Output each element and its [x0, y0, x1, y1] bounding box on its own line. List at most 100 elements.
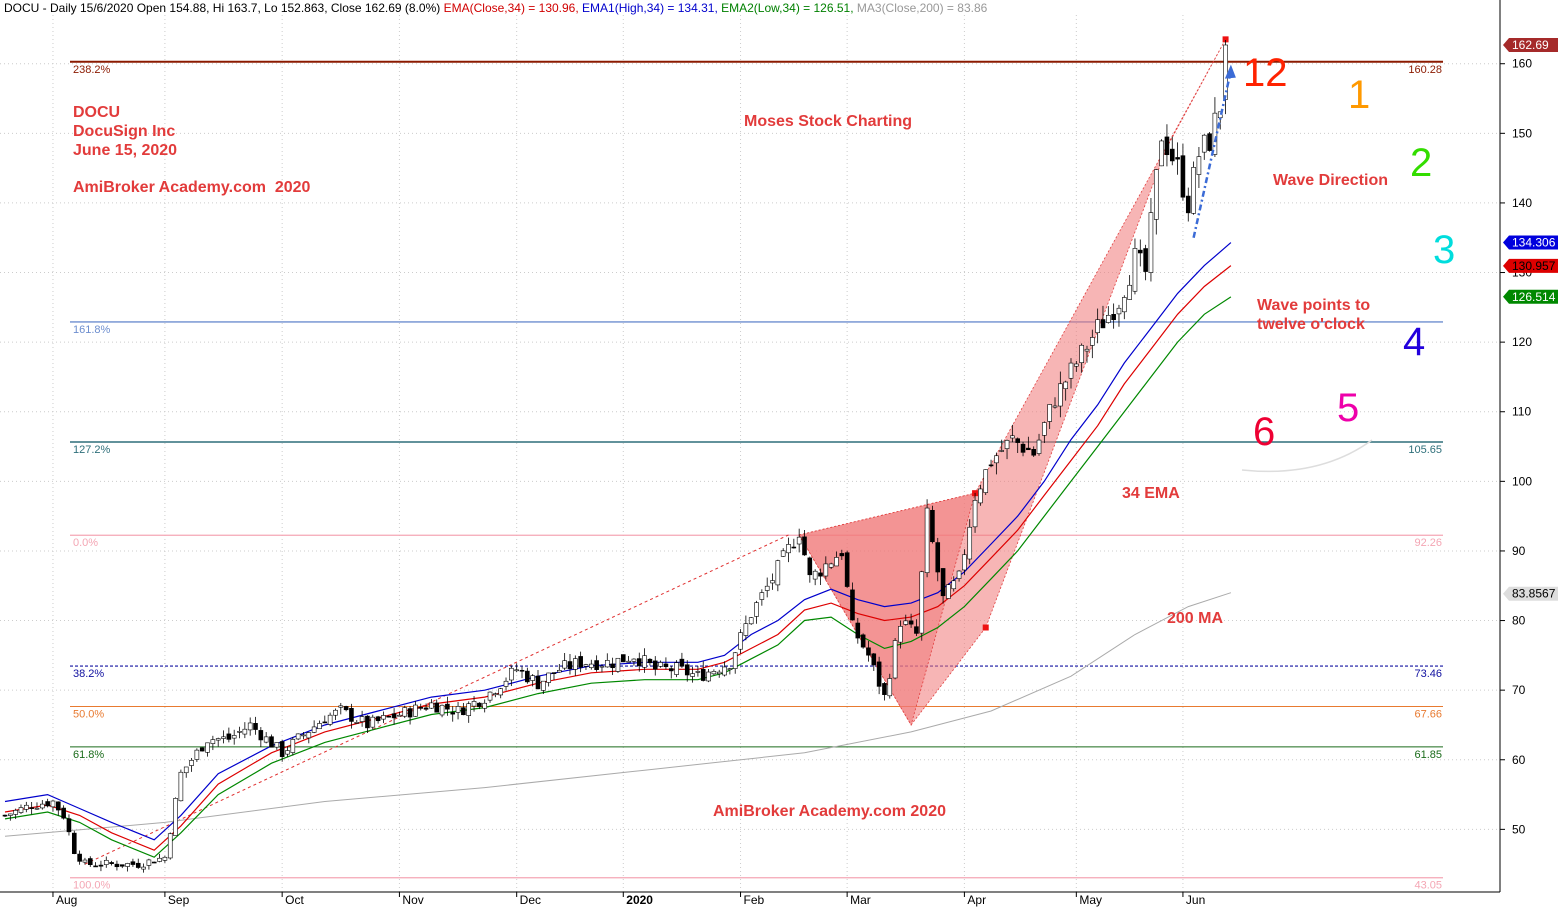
- candle-body: [434, 702, 440, 713]
- candle-body: [498, 688, 503, 696]
- candle-body: [914, 626, 919, 634]
- y-tick-label: 60: [1512, 753, 1526, 767]
- y-tick-label: 70: [1512, 683, 1526, 697]
- candle-body: [109, 862, 114, 864]
- candle-body: [620, 654, 626, 663]
- candle-body: [77, 853, 82, 862]
- candle-body: [1042, 422, 1047, 436]
- candle-body: [503, 680, 509, 687]
- candle-body: [343, 706, 349, 711]
- candle-body: [951, 580, 957, 590]
- ema-close-line: [4, 265, 1232, 851]
- candle-body: [386, 715, 392, 718]
- chart-header: DOCU - Daily 15/6/2020 Open 154.88, Hi 1…: [4, 1, 987, 15]
- candle-body: [578, 656, 583, 668]
- candle-body: [839, 553, 845, 557]
- candle-body: [812, 570, 818, 580]
- candle-body: [167, 833, 173, 859]
- candle-body: [882, 683, 887, 695]
- x-tick-label: Dec: [520, 893, 541, 907]
- fib-value-label: 61.85: [1414, 749, 1442, 761]
- candle-body: [514, 669, 519, 672]
- ema-low-line: [4, 296, 1232, 858]
- candle-body: [1132, 248, 1138, 292]
- candle-body: [722, 666, 727, 676]
- wave-direction-arrow: [1192, 64, 1236, 239]
- candle-body: [103, 860, 109, 865]
- chart-title: Moses Stock Charting: [744, 113, 913, 130]
- candle-body: [322, 721, 328, 724]
- candle-body: [445, 703, 450, 710]
- y-tick-label: 80: [1512, 614, 1526, 628]
- x-tick-label: Oct: [285, 893, 304, 907]
- candle-body: [652, 660, 658, 670]
- candle-body: [1212, 112, 1218, 155]
- candle-body: [940, 568, 946, 597]
- candle-body: [780, 550, 786, 557]
- candle-body: [87, 858, 93, 866]
- candle-body: [141, 866, 146, 870]
- ma-annotation: 200 MA: [1167, 610, 1224, 627]
- candle-body: [775, 560, 781, 586]
- candle-body: [98, 864, 104, 867]
- candle-body: [114, 863, 120, 868]
- candle-body: [71, 832, 77, 854]
- candle-body: [818, 572, 823, 577]
- candle-body: [770, 580, 775, 584]
- candle-body: [1063, 381, 1068, 390]
- ema-annotation: 34 EMA: [1122, 485, 1180, 502]
- ma200-line: [4, 592, 1232, 837]
- candle-body: [850, 589, 855, 621]
- price-tag-label: 83.8567: [1512, 587, 1556, 601]
- x-tick-label: Mar: [850, 893, 871, 907]
- candle-body: [130, 861, 136, 865]
- candle-body: [162, 856, 168, 861]
- candle-body: [2, 814, 8, 817]
- candle-body: [604, 660, 610, 668]
- clock-arc: [1241, 439, 1373, 473]
- candle-body: [50, 800, 56, 808]
- candle-body: [631, 658, 637, 662]
- candle-body: [1191, 167, 1196, 214]
- candle-body: [871, 653, 877, 666]
- candle-body: [135, 862, 141, 868]
- info-company: DocuSign Inc: [73, 123, 176, 140]
- candle-body: [93, 865, 98, 868]
- fib-percent-label: 61.8%: [73, 749, 104, 761]
- ema-low-label: EMA2(Low,34) = 126.51,: [721, 1, 854, 15]
- candle-body: [354, 722, 360, 724]
- site-label-top: AmiBroker Academy.com 2020: [73, 179, 311, 196]
- wave-points-line1: Wave points to: [1257, 297, 1371, 314]
- candle-body: [1207, 133, 1212, 151]
- candle-body: [221, 736, 226, 739]
- fib-value-label: 43.05: [1414, 880, 1442, 892]
- candle-body: [1074, 363, 1079, 367]
- candle-body: [327, 714, 333, 725]
- candle-body: [295, 733, 301, 740]
- candle-body: [796, 536, 802, 545]
- candle-body: [727, 668, 733, 670]
- candle-body: [189, 760, 194, 766]
- candle-body: [365, 715, 370, 729]
- candle-body: [119, 864, 125, 867]
- candle-body: [1031, 449, 1036, 456]
- candle-body: [807, 557, 813, 576]
- candle-body: [738, 632, 743, 650]
- candle-body: [541, 680, 546, 691]
- candle-body: [823, 563, 829, 577]
- candle-body: [1079, 344, 1084, 364]
- candle-body: [413, 704, 418, 717]
- candle-body: [999, 450, 1005, 452]
- candle-body: [24, 804, 29, 810]
- wedge-pattern: [84, 36, 1229, 865]
- x-tick-label: May: [1079, 893, 1102, 907]
- candle-body: [146, 859, 152, 866]
- fib-value-label: 92.26: [1414, 537, 1442, 549]
- candle-body: [407, 708, 413, 718]
- x-tick-label: Feb: [744, 893, 765, 907]
- candle-body: [695, 671, 701, 673]
- candle-body: [994, 455, 999, 464]
- candle-body: [1137, 249, 1143, 254]
- pivot-point: [982, 624, 989, 631]
